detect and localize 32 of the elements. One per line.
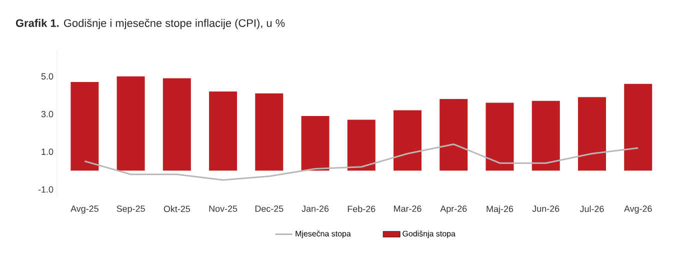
y-tick-label: 3.0 [41, 110, 54, 118]
y-tick-label: -1.0 [38, 186, 54, 193]
bar [394, 110, 422, 171]
bar [532, 100, 560, 171]
bar [578, 97, 606, 171]
x-tick-label: Nov-25 [209, 206, 238, 212]
y-tick-label: 1.0 [42, 148, 54, 155]
bar [440, 99, 468, 171]
x-tick-label: Avg-26 [624, 206, 652, 214]
bar [255, 93, 284, 171]
x-tick-label: Feb-26 [348, 206, 376, 212]
bar [624, 84, 652, 171]
bar [301, 116, 330, 171]
x-tick-label: Okt-25 [164, 206, 190, 212]
bar [486, 102, 514, 171]
x-tick-label: Mar-26 [394, 206, 422, 212]
x-tick-label: Jan-26 [302, 206, 329, 212]
bar [347, 120, 376, 171]
x-tick-label: Sep-25 [116, 206, 145, 214]
x-tick-label: Apr-26 [440, 206, 467, 214]
line-series [84, 143, 639, 181]
bar [162, 78, 191, 171]
bar [209, 91, 238, 171]
x-tick-label: Jul-26 [580, 206, 604, 212]
chart-title: Grafik 1. Godišnje i mjesečne stope inflacije (CPI), u % [16, 18, 285, 30]
bar [116, 76, 145, 171]
x-tick-label: Maj-26 [486, 206, 514, 214]
bar [70, 82, 99, 171]
x-tick-label: Avg-25 [70, 206, 98, 214]
y-tick-label: 5.0 [41, 73, 54, 80]
x-tick-label: Jun-26 [532, 206, 560, 212]
x-tick-label: Dec-25 [255, 206, 284, 212]
